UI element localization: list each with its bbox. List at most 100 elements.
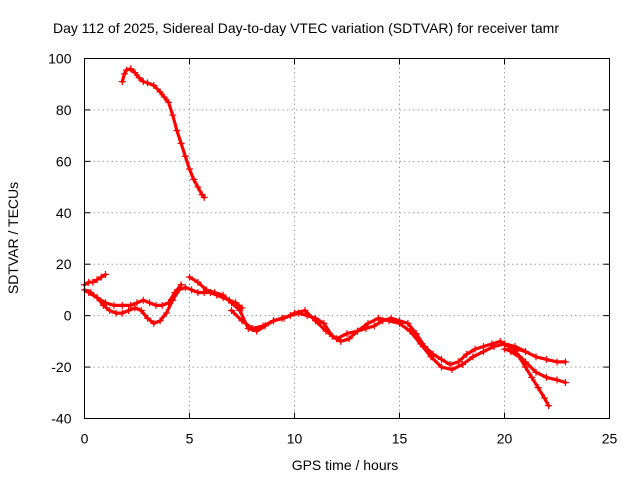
data-point xyxy=(127,301,135,309)
data-point xyxy=(301,307,309,314)
x-tick-label: 15 xyxy=(392,431,408,447)
data-point xyxy=(194,278,202,286)
data-point xyxy=(448,366,456,374)
data-point xyxy=(404,319,412,327)
data-point xyxy=(471,345,479,353)
data-point xyxy=(118,301,126,309)
data-point xyxy=(545,402,553,410)
data-point xyxy=(156,88,164,96)
data-point xyxy=(135,74,143,82)
data-point xyxy=(181,283,189,291)
data-point xyxy=(270,317,277,325)
data-point xyxy=(553,358,561,366)
data-point xyxy=(354,327,361,335)
data-point xyxy=(150,319,158,327)
data-point xyxy=(120,70,128,78)
data-point xyxy=(490,343,498,350)
data-point xyxy=(123,66,130,74)
data-point xyxy=(228,307,235,314)
data-point xyxy=(133,299,141,307)
data-point xyxy=(501,345,508,353)
data-point xyxy=(211,289,219,296)
data-point xyxy=(238,317,246,325)
y-axis-title: SDTVAR / TECUs xyxy=(5,182,21,294)
data-point xyxy=(454,358,462,366)
data-point xyxy=(480,348,487,356)
data-point xyxy=(137,307,145,314)
data-point xyxy=(158,301,166,309)
data-point xyxy=(97,273,105,281)
data-point xyxy=(446,361,454,368)
data-point xyxy=(228,299,235,307)
data-point xyxy=(186,273,193,281)
data-point xyxy=(181,152,189,160)
y-tick-label: 0 xyxy=(64,308,72,324)
data-point xyxy=(194,183,202,191)
y-tick-label: 40 xyxy=(56,205,72,221)
data-point xyxy=(93,276,101,284)
data-point xyxy=(144,79,151,87)
data-point xyxy=(200,193,208,201)
data-point xyxy=(333,335,340,343)
data-point xyxy=(417,340,424,348)
y-tick-label: -40 xyxy=(51,411,71,427)
data-point xyxy=(190,175,198,183)
data-point xyxy=(127,65,135,73)
data-point xyxy=(515,353,523,361)
x-axis-title: GPS time / hours xyxy=(292,457,399,473)
data-point xyxy=(152,301,160,309)
data-point xyxy=(177,139,185,147)
data-point xyxy=(396,319,403,327)
data-point xyxy=(112,309,120,317)
data-point xyxy=(543,355,550,363)
data-point xyxy=(177,281,185,289)
data-point xyxy=(507,348,515,356)
y-tick-label: 20 xyxy=(56,256,72,272)
data-point xyxy=(343,330,351,338)
data-point xyxy=(202,286,210,294)
data-point xyxy=(522,363,529,371)
data-point xyxy=(125,307,133,314)
ticks xyxy=(84,58,610,419)
data-point xyxy=(131,69,139,77)
data-point xyxy=(322,327,330,335)
data-point xyxy=(320,319,328,327)
data-point xyxy=(160,93,168,101)
data-point xyxy=(194,289,202,296)
data-point xyxy=(93,294,101,302)
data-point xyxy=(171,289,179,296)
data-point xyxy=(144,314,151,322)
data-point xyxy=(85,289,93,296)
data-point xyxy=(131,304,139,312)
data-point xyxy=(139,296,147,304)
data-point xyxy=(280,314,288,322)
data-point xyxy=(236,307,244,314)
data-point xyxy=(528,373,536,381)
data-point xyxy=(156,317,164,325)
data-point xyxy=(169,111,177,119)
data-point xyxy=(364,319,372,327)
series-track-f xyxy=(228,307,569,374)
data-point xyxy=(146,299,154,307)
data-point xyxy=(532,353,540,361)
data-point xyxy=(188,286,196,294)
data-point xyxy=(186,165,193,173)
data-point xyxy=(249,325,256,332)
data-point xyxy=(438,363,445,371)
data-point xyxy=(375,314,382,322)
data-point xyxy=(106,307,114,314)
data-point xyxy=(150,82,158,89)
tick-labels: 0 5 10 15 20 25 -40 -20 0 20 40 60 80 100 xyxy=(48,51,617,447)
series-group xyxy=(81,65,569,410)
plot-frame xyxy=(84,58,610,419)
data-point xyxy=(219,291,227,299)
data-point xyxy=(165,299,172,307)
data-point xyxy=(165,98,172,106)
data-point xyxy=(463,350,471,358)
data-point xyxy=(173,127,181,134)
data-point xyxy=(406,327,414,335)
data-point xyxy=(102,299,109,307)
series-track-d xyxy=(85,281,185,309)
